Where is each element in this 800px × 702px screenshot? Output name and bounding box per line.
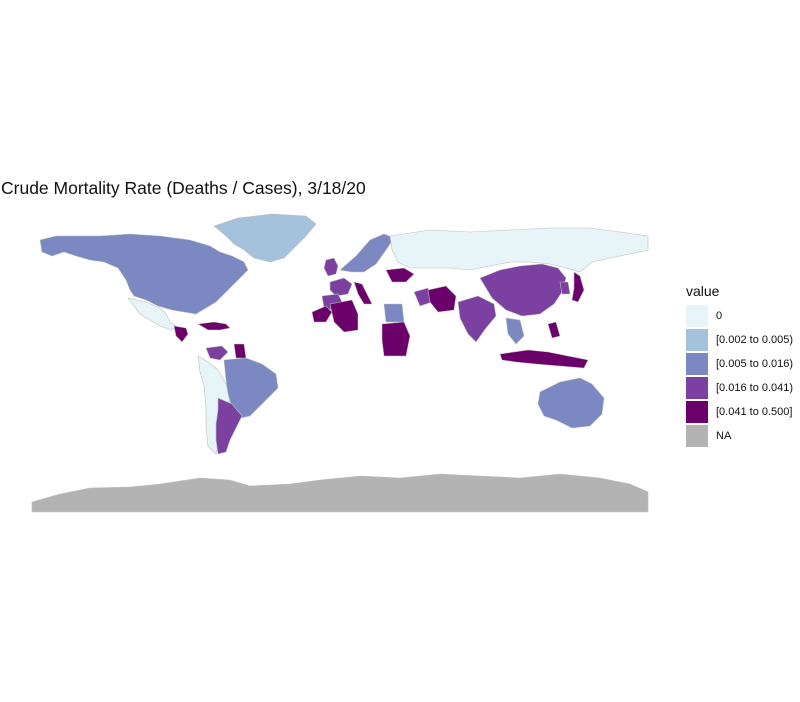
- country-brazil: [223, 357, 279, 419]
- legend-swatch: [686, 305, 708, 327]
- country-united-kingdom: [323, 257, 339, 277]
- country-australia: [537, 377, 605, 429]
- country-italy: [353, 281, 373, 305]
- legend-item: [0.041 to 0.500]: [686, 400, 793, 424]
- legend-item: 0: [686, 304, 793, 328]
- country-indonesia: [499, 349, 589, 369]
- country-egypt: [383, 303, 405, 323]
- country-venezuela: [205, 345, 229, 361]
- country-ukraine: [385, 267, 415, 283]
- legend-item: [0.016 to 0.041): [686, 376, 793, 400]
- country-sudan: [381, 321, 411, 357]
- country-central-america: [173, 325, 189, 343]
- country-russia: [389, 227, 649, 273]
- legend-item: [0.005 to 0.016): [686, 352, 793, 376]
- country-algeria: [329, 299, 359, 333]
- country-caribbean: [197, 321, 231, 331]
- legend-swatch: [686, 425, 708, 447]
- legend-label: [0.041 to 0.500]: [716, 406, 793, 418]
- country-mexico: [127, 297, 177, 331]
- legend-label: [0.005 to 0.016): [716, 358, 794, 370]
- legend-items: 0 [0.002 to 0.005) [0.005 to 0.016) [0.016 …: [686, 304, 793, 448]
- country-guyana: [233, 343, 247, 359]
- country-india: [457, 295, 497, 343]
- legend-title: value: [686, 283, 720, 299]
- legend-swatch: [686, 377, 708, 399]
- country-scandinavia: [339, 233, 395, 273]
- legend-item: NA: [686, 424, 793, 448]
- legend-label: 0: [716, 310, 723, 322]
- country-morocco: [311, 305, 333, 323]
- legend-swatch: [686, 353, 708, 375]
- map-title: Crude Mortality Rate (Deaths / Cases), 3…: [1, 178, 366, 198]
- country-argentina: [215, 397, 243, 455]
- legend-swatch: [686, 329, 708, 351]
- legend-label: [0.002 to 0.005): [716, 334, 794, 346]
- legend-swatch: [686, 401, 708, 423]
- country-korea: [559, 281, 571, 295]
- legend: value 0 [0.002 to 0.005) [0.005 to 0.016) […: [686, 283, 793, 448]
- country-layer: [31, 213, 649, 513]
- country-philippines: [547, 321, 561, 339]
- country-iran: [427, 285, 457, 313]
- country-thailand: [505, 317, 525, 345]
- legend-label: NA: [716, 430, 732, 442]
- legend-label: [0.016 to 0.041): [716, 382, 794, 394]
- legend-item: [0.002 to 0.005): [686, 328, 793, 352]
- country-north-america-usa-canada-: [39, 233, 249, 315]
- country-antarctica: [31, 473, 649, 513]
- country-france: [329, 277, 353, 297]
- country-greenland: [213, 213, 317, 263]
- country-japan: [571, 271, 585, 303]
